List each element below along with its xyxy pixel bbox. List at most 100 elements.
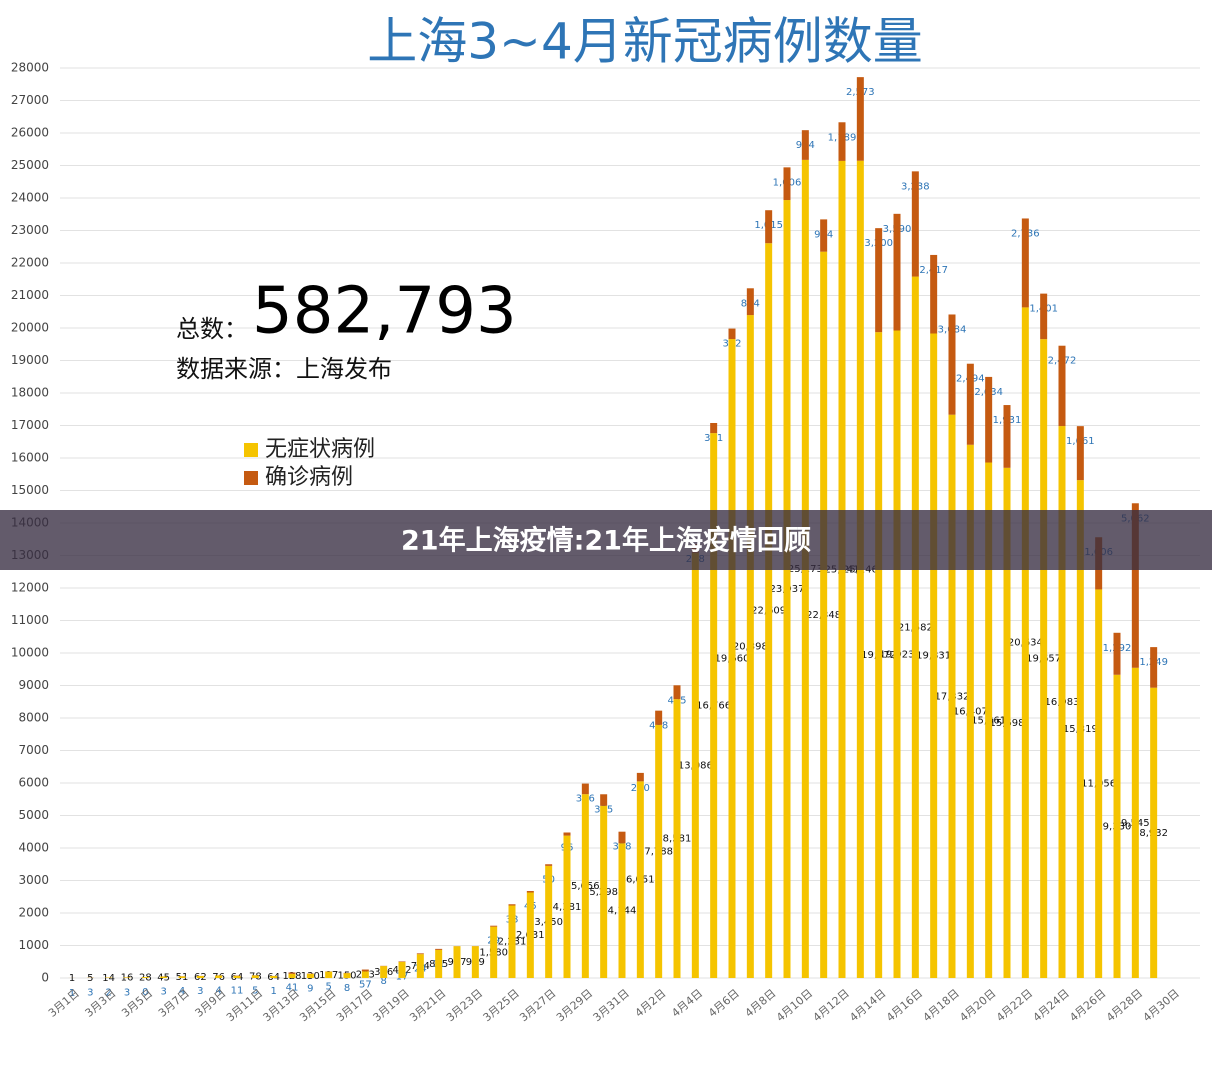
data-label: 3 <box>197 986 203 997</box>
bar-segment <box>636 772 644 782</box>
data-label: 4 <box>215 985 221 996</box>
bar-segment <box>655 710 663 725</box>
bar-segment <box>783 167 791 201</box>
legend-label: 确诊病例 <box>265 465 353 490</box>
x-tick-label: 4月24日 <box>1031 987 1072 1025</box>
bar-segment <box>710 422 718 434</box>
data-label: 1 <box>270 986 276 997</box>
data-label: 8 <box>380 976 386 987</box>
bar-segment <box>710 433 718 979</box>
bar-segment <box>856 77 864 161</box>
bar-segment <box>820 219 828 252</box>
y-tick-label: 9000 <box>18 678 49 692</box>
y-tick-label: 19000 <box>11 353 49 367</box>
bar-segment <box>1076 480 1084 978</box>
bar-segment <box>361 971 369 978</box>
y-tick-label: 16000 <box>11 451 49 465</box>
bar-segment <box>875 332 883 978</box>
bar-segment <box>233 975 241 978</box>
bar-segment <box>930 254 938 334</box>
bar-segment <box>1076 426 1084 481</box>
bar-segment <box>288 972 296 974</box>
bar-segment <box>306 973 314 978</box>
bar-segment <box>673 699 681 978</box>
y-tick-label: 8000 <box>18 711 49 725</box>
bar-segment <box>141 977 149 978</box>
x-tick-label: 4月14日 <box>847 987 888 1025</box>
bar-segment <box>545 864 553 866</box>
bar-segment <box>581 794 589 978</box>
bar-segment <box>728 339 736 978</box>
bar-segment <box>948 414 956 979</box>
y-tick-label: 25000 <box>11 158 49 172</box>
bar-segment <box>215 975 223 978</box>
y-tick-label: 1000 <box>18 938 49 952</box>
bar-segment <box>1150 647 1158 688</box>
y-tick-label: 27000 <box>11 93 49 107</box>
data-label: 4 <box>179 986 185 997</box>
y-tick-label: 5000 <box>18 808 49 822</box>
y-tick-label: 20000 <box>11 321 49 335</box>
bar-segment <box>1021 307 1029 978</box>
bar-segment <box>270 975 278 978</box>
bar-segment <box>746 315 754 978</box>
banner-band <box>0 510 1212 570</box>
bar-segment <box>160 976 168 978</box>
y-tick-label: 26000 <box>11 126 49 140</box>
y-tick-label: 18000 <box>11 386 49 400</box>
total-value: 582,793 <box>252 275 517 349</box>
bar-segment <box>398 962 406 978</box>
bar-segment <box>600 805 608 978</box>
x-tick-label: 4月4日 <box>669 987 705 1020</box>
bar-segment <box>581 783 589 795</box>
data-label: 14 <box>102 973 115 984</box>
bar-segment <box>1003 405 1011 468</box>
x-tick-label: 3月17日 <box>334 987 375 1025</box>
total-label: 总数： <box>176 315 248 343</box>
bar-segment <box>508 905 516 978</box>
bar-segment <box>801 130 809 160</box>
data-label: 3 <box>87 988 93 999</box>
bar-segment <box>618 831 626 844</box>
bar-segment <box>1095 589 1103 978</box>
legend-swatch <box>244 471 258 485</box>
y-tick-label: 10000 <box>11 646 49 660</box>
data-label: 1 <box>69 988 75 999</box>
bar-segment <box>545 865 553 978</box>
data-label: 3 <box>160 986 166 997</box>
bar-segment <box>196 975 204 978</box>
bar-segment <box>985 376 993 463</box>
x-tick-label: 4月2日 <box>633 987 669 1020</box>
bar-segment <box>490 925 498 927</box>
y-tick-label: 7000 <box>18 743 49 757</box>
bar-segment <box>325 971 333 978</box>
bar-segment <box>1003 467 1011 978</box>
bar-segment <box>673 685 681 700</box>
bar-segment <box>178 976 186 978</box>
y-tick-label: 21000 <box>11 288 49 302</box>
x-tick-label: 4月18日 <box>921 987 962 1025</box>
legend-swatch <box>244 443 258 457</box>
data-label: 28 <box>139 973 152 984</box>
bar-segment <box>251 975 259 978</box>
bar-segment <box>490 926 498 978</box>
bar-segment <box>453 946 461 978</box>
data-label: 5 <box>325 981 331 992</box>
data-label: 16 <box>121 973 134 984</box>
x-tick-label: 4月26日 <box>1067 987 1108 1025</box>
bar-segment <box>820 251 828 978</box>
y-tick-label: 24000 <box>11 191 49 205</box>
bar-segment <box>1040 293 1048 340</box>
bar-segment <box>526 891 534 893</box>
data-label: 9 <box>307 983 313 994</box>
x-tick-label: 4月10日 <box>774 987 815 1025</box>
chart-title: 上海3~4月新冠病例数量 <box>367 13 923 71</box>
legend-label: 无症状病例 <box>265 437 375 462</box>
bar-segment <box>563 835 571 978</box>
x-tick-label: 3月21日 <box>407 987 448 1025</box>
x-tick-label: 4月20日 <box>957 987 998 1025</box>
bar-segment <box>1058 426 1066 978</box>
data-label: 3 <box>124 987 130 998</box>
source: 数据来源：上海发布 <box>176 355 392 383</box>
x-tick-label: 3月29日 <box>554 987 595 1025</box>
